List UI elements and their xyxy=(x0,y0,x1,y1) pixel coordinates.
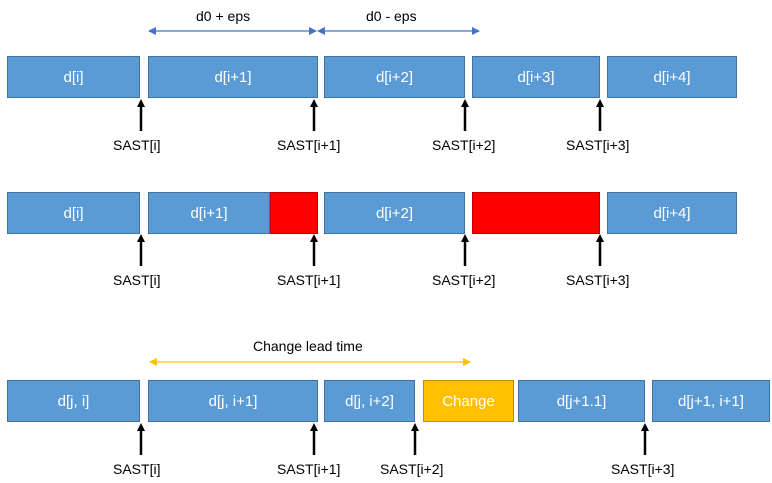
marker-label: SAST[i] xyxy=(113,272,161,288)
segment-box: d[i+1] xyxy=(148,56,318,98)
segment-box: d[i+4] xyxy=(607,56,737,98)
segment-box: d[i+3] xyxy=(472,56,600,98)
marker-label: SAST[i+3] xyxy=(566,272,630,288)
marker-label: SAST[i] xyxy=(113,137,161,153)
marker-label: SAST[i+1] xyxy=(277,461,341,477)
dim-label-d0-minus-eps: d0 - eps xyxy=(366,8,417,24)
segment-box: d[i+1] xyxy=(148,192,270,234)
overrun-block xyxy=(472,192,600,234)
overrun-block xyxy=(270,192,318,234)
segment-box: d[i+4] xyxy=(607,192,737,234)
marker-label: SAST[i+2] xyxy=(432,272,496,288)
marker-label: SAST[i+1] xyxy=(277,137,341,153)
segment-box: d[i+2] xyxy=(324,56,465,98)
segment-box: d[i+2] xyxy=(324,192,465,234)
marker-label: SAST[i+3] xyxy=(566,137,630,153)
marker-label: SAST[i+3] xyxy=(611,461,675,477)
change-box: Change xyxy=(423,380,514,422)
segment-box: d[j, i] xyxy=(7,380,140,422)
marker-label: SAST[i+2] xyxy=(380,461,444,477)
segment-box: d[i] xyxy=(7,56,140,98)
marker-label: SAST[i+2] xyxy=(432,137,496,153)
segment-box: d[i] xyxy=(7,192,140,234)
segment-box: d[j, i+1] xyxy=(148,380,318,422)
segment-box: d[j+1.1] xyxy=(518,380,645,422)
dim-label-d0-plus-eps: d0 + eps xyxy=(196,8,251,24)
marker-label: SAST[i+1] xyxy=(277,272,341,288)
dim-label-change-lead-time: Change lead time xyxy=(253,338,363,354)
segment-box: d[j, i+2] xyxy=(324,380,415,422)
segment-box: d[j+1, i+1] xyxy=(652,380,770,422)
marker-label: SAST[i] xyxy=(113,461,161,477)
